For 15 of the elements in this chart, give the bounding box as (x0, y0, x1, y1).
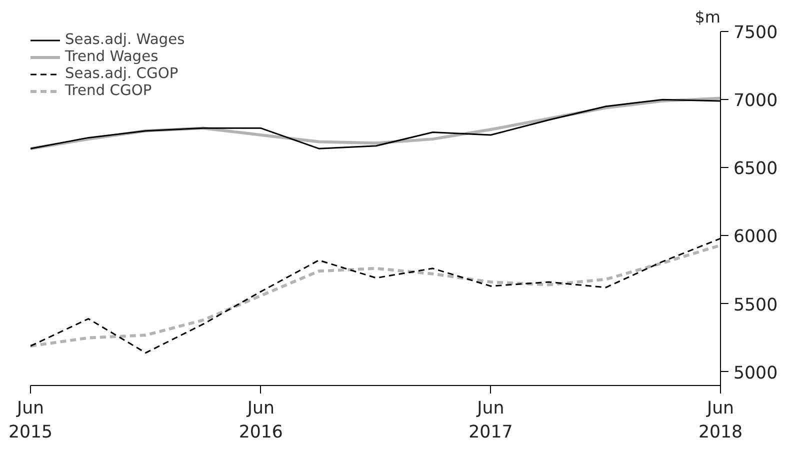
y-tick-label: 5000 (734, 363, 778, 384)
legend-label: Trend CGOP (65, 82, 152, 99)
x-tick-label: Jun 2017 (468, 398, 513, 442)
x-tick-label: Jun 2015 (8, 398, 53, 442)
y-axis-title: $m (694, 8, 720, 26)
y-tick-label: 7500 (734, 23, 778, 43)
legend-label: Trend Wages (65, 48, 158, 65)
x-tick-label: Jun 2016 (238, 398, 283, 442)
legend-label: Seas.adj. Wages (65, 31, 185, 48)
y-tick-label: 6000 (734, 227, 778, 248)
legend-label: Seas.adj. CGOP (65, 65, 178, 82)
x-tick-label: Jun 2018 (698, 398, 743, 442)
y-tick-label: 5500 (734, 295, 778, 316)
y-tick-label: 6500 (734, 159, 778, 180)
y-tick-label: 7000 (734, 91, 778, 112)
